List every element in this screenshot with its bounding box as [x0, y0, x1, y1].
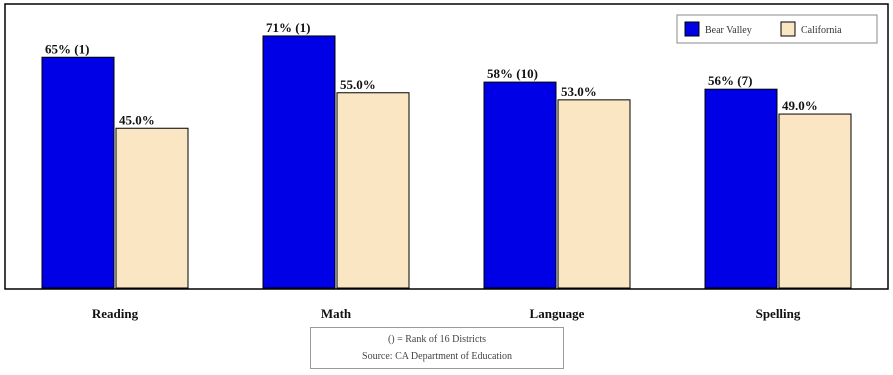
data-label-bear-valley-language: 58% (10) [487, 66, 538, 81]
legend-label-bear-valley: Bear Valley [705, 25, 752, 36]
data-label-bear-valley-math: 71% (1) [266, 20, 310, 35]
bar-california-spelling [778, 113, 852, 289]
data-label-california-reading: 45.0% [119, 112, 155, 127]
bar-california-reading [115, 127, 189, 289]
data-label-bear-valley-reading: 65% (1) [45, 41, 89, 56]
bar-bear-valley-language [483, 81, 557, 289]
legend-swatch-california [780, 21, 796, 37]
data-label-california-language: 53.0% [561, 84, 597, 99]
category-label-spelling: Spelling [756, 306, 801, 321]
bar-bear-valley-reading [41, 56, 115, 289]
source-note: Source: CA Department of Education [362, 351, 512, 362]
category-label-language: Language [530, 306, 585, 321]
bar-bear-valley-spelling [704, 88, 778, 289]
legend-box [676, 14, 878, 44]
data-label-bear-valley-spelling: 56% (7) [708, 73, 752, 88]
data-label-california-math: 55.0% [340, 77, 376, 92]
bar-california-language [557, 99, 631, 289]
bar-bear-valley-math [262, 35, 336, 289]
category-label-math: Math [321, 306, 352, 321]
category-label-reading: Reading [92, 306, 139, 321]
bar-california-math [336, 92, 410, 289]
legend: Bear Valley California [676, 14, 878, 44]
bars-group: 65% (1) 45.0% Reading 71% (1) 55.0% Math 58% (… [41, 20, 852, 321]
legend-swatch-bear-valley [684, 21, 700, 37]
notes-box: () = Rank of 16 Districts Source: CA Dep… [310, 327, 564, 369]
data-label-california-spelling: 49.0% [782, 98, 818, 113]
legend-label-california: California [801, 25, 842, 36]
rank-note: () = Rank of 16 Districts [387, 334, 487, 345]
